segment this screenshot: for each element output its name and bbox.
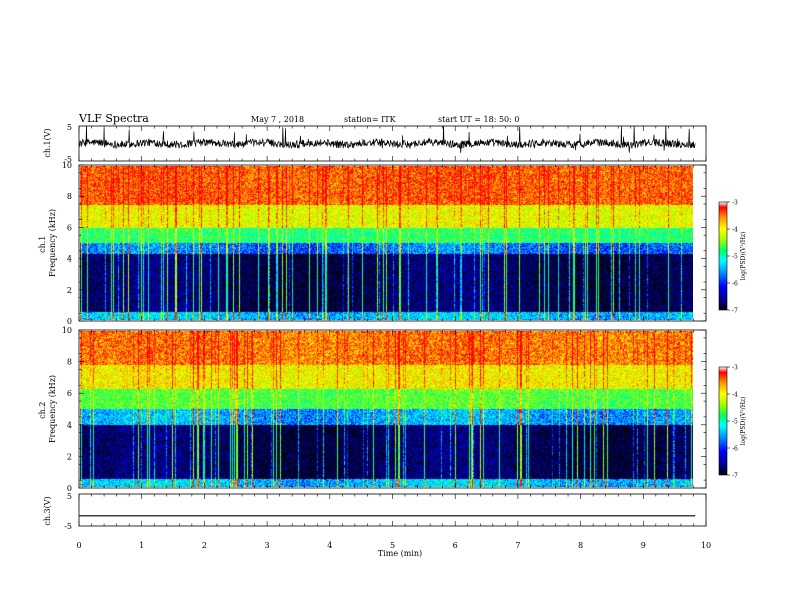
- ch1-colorbar-tick-label: -4: [732, 227, 738, 234]
- ch2-channel-name: ch.2: [38, 402, 47, 419]
- ch2-freq-tick-label: 2: [67, 452, 72, 461]
- ch2-colorbar-label: log(PSD)(V²/Hz): [740, 397, 747, 446]
- x-tick-label: 10: [701, 541, 711, 550]
- ch1-waveform-panel: 5 -5 ch.1(V): [43, 123, 707, 164]
- ch2-freq-tick-labels: 0 2 4 6 8 10: [62, 326, 72, 493]
- ch2-colorbar-tick-label: -5: [732, 419, 738, 426]
- ch1-spectrogram-ticks: [78, 164, 707, 322]
- ch1-colorbar-tick-label: -6: [732, 281, 738, 288]
- x-tick-label: 1: [139, 541, 144, 550]
- ch1-waveform-trace: [79, 126, 696, 153]
- ch3-waveform-panel: 5 -5 ch.3(V): [43, 492, 707, 531]
- ch2-colorbar-ticks: -3 -4 -5 -6 -7: [727, 365, 738, 480]
- ch3-time-ticks: [78, 494, 707, 526]
- x-tick-label: 2: [202, 541, 207, 550]
- ch2-spectrogram-ylabel: ch.2 Frequency (kHz): [38, 375, 57, 443]
- station-label: station= ITK: [344, 115, 397, 124]
- figure-title: VLF Spectra: [78, 112, 149, 125]
- ch2-freq-tick-label: 8: [67, 358, 72, 367]
- ch1-freq-tick-label: 6: [67, 223, 72, 232]
- ch2-colorbar: [718, 366, 728, 476]
- ch1-colorbar-tick-label: -7: [732, 308, 738, 315]
- x-tick-label: 5: [390, 541, 395, 550]
- ch1-freq-tick-label: 4: [67, 255, 72, 264]
- ch1-freq-tick-label: 10: [62, 161, 72, 170]
- ch1-spectrogram-heatmap: [80, 166, 693, 320]
- ch1-colorbar-tick-label: -3: [732, 200, 738, 207]
- ch1-freq-label: Frequency (kHz): [48, 209, 57, 277]
- ch1-colorbar: [718, 201, 728, 311]
- ch2-colorbar-tick-label: -4: [732, 392, 738, 399]
- x-axis-label: Time (min): [378, 549, 422, 558]
- ch3-ytick-top: 5: [67, 492, 72, 501]
- ch2-freq-label: Frequency (kHz): [48, 375, 57, 443]
- date-label: May 7 , 2018: [251, 115, 304, 124]
- x-tick-label: 4: [327, 541, 332, 550]
- ch1-colorbar-tick-label: -5: [732, 254, 738, 261]
- ch1-freq-tick-label: 2: [67, 286, 72, 295]
- ch3-waveform-ylabel: ch.3(V): [43, 496, 52, 525]
- ch1-colorbar-ticks: -3 -4 -5 -6 -7: [727, 200, 738, 315]
- ch2-colorbar-tick-label: -6: [732, 446, 738, 453]
- ch1-ytick-bottom: -5: [64, 155, 72, 164]
- x-tick-label: 3: [265, 541, 270, 550]
- ch1-time-ticks: [78, 126, 707, 161]
- ch2-freq-tick-label: 10: [62, 326, 72, 335]
- ch1-freq-tick-label: 0: [67, 317, 72, 326]
- ch2-colorbar-tick-label: -7: [732, 473, 738, 480]
- ch1-colorbar-label: log(PSD)(V²/Hz): [740, 232, 747, 281]
- ch2-freq-tick-label: 0: [67, 484, 72, 493]
- ch1-spectrogram-ylabel: ch.1 Frequency (kHz): [38, 209, 57, 277]
- ch2-freq-tick-label: 4: [67, 421, 72, 430]
- ch2-spectrogram-heatmap: [80, 331, 693, 487]
- ch2-spectrogram-ticks: [78, 329, 707, 489]
- ch3-ytick-bottom: -5: [64, 522, 72, 531]
- ch2-freq-tick-label: 6: [67, 389, 72, 398]
- ch1-freq-tick-label: 8: [67, 192, 72, 201]
- ch1-freq-tick-labels: 0 2 4 6 8 10: [62, 161, 72, 326]
- ch2-colorbar-tick-label: -3: [732, 365, 738, 372]
- x-tick-label: 7: [515, 541, 520, 550]
- x-tick-label: 0: [76, 541, 81, 550]
- x-tick-label: 9: [641, 541, 646, 550]
- x-tick-label: 8: [578, 541, 583, 550]
- ch1-waveform-ylabel: ch.1(V): [43, 128, 52, 157]
- x-axis-tick-labels: 0 1 2 3 4 5 6 7 8 9 10: [76, 541, 711, 550]
- ch1-channel-name: ch.1: [38, 236, 47, 253]
- ch1-ytick-top: 5: [67, 123, 72, 132]
- start-time-label: start UT = 18: 50: 0: [438, 115, 519, 124]
- x-tick-label: 6: [453, 541, 458, 550]
